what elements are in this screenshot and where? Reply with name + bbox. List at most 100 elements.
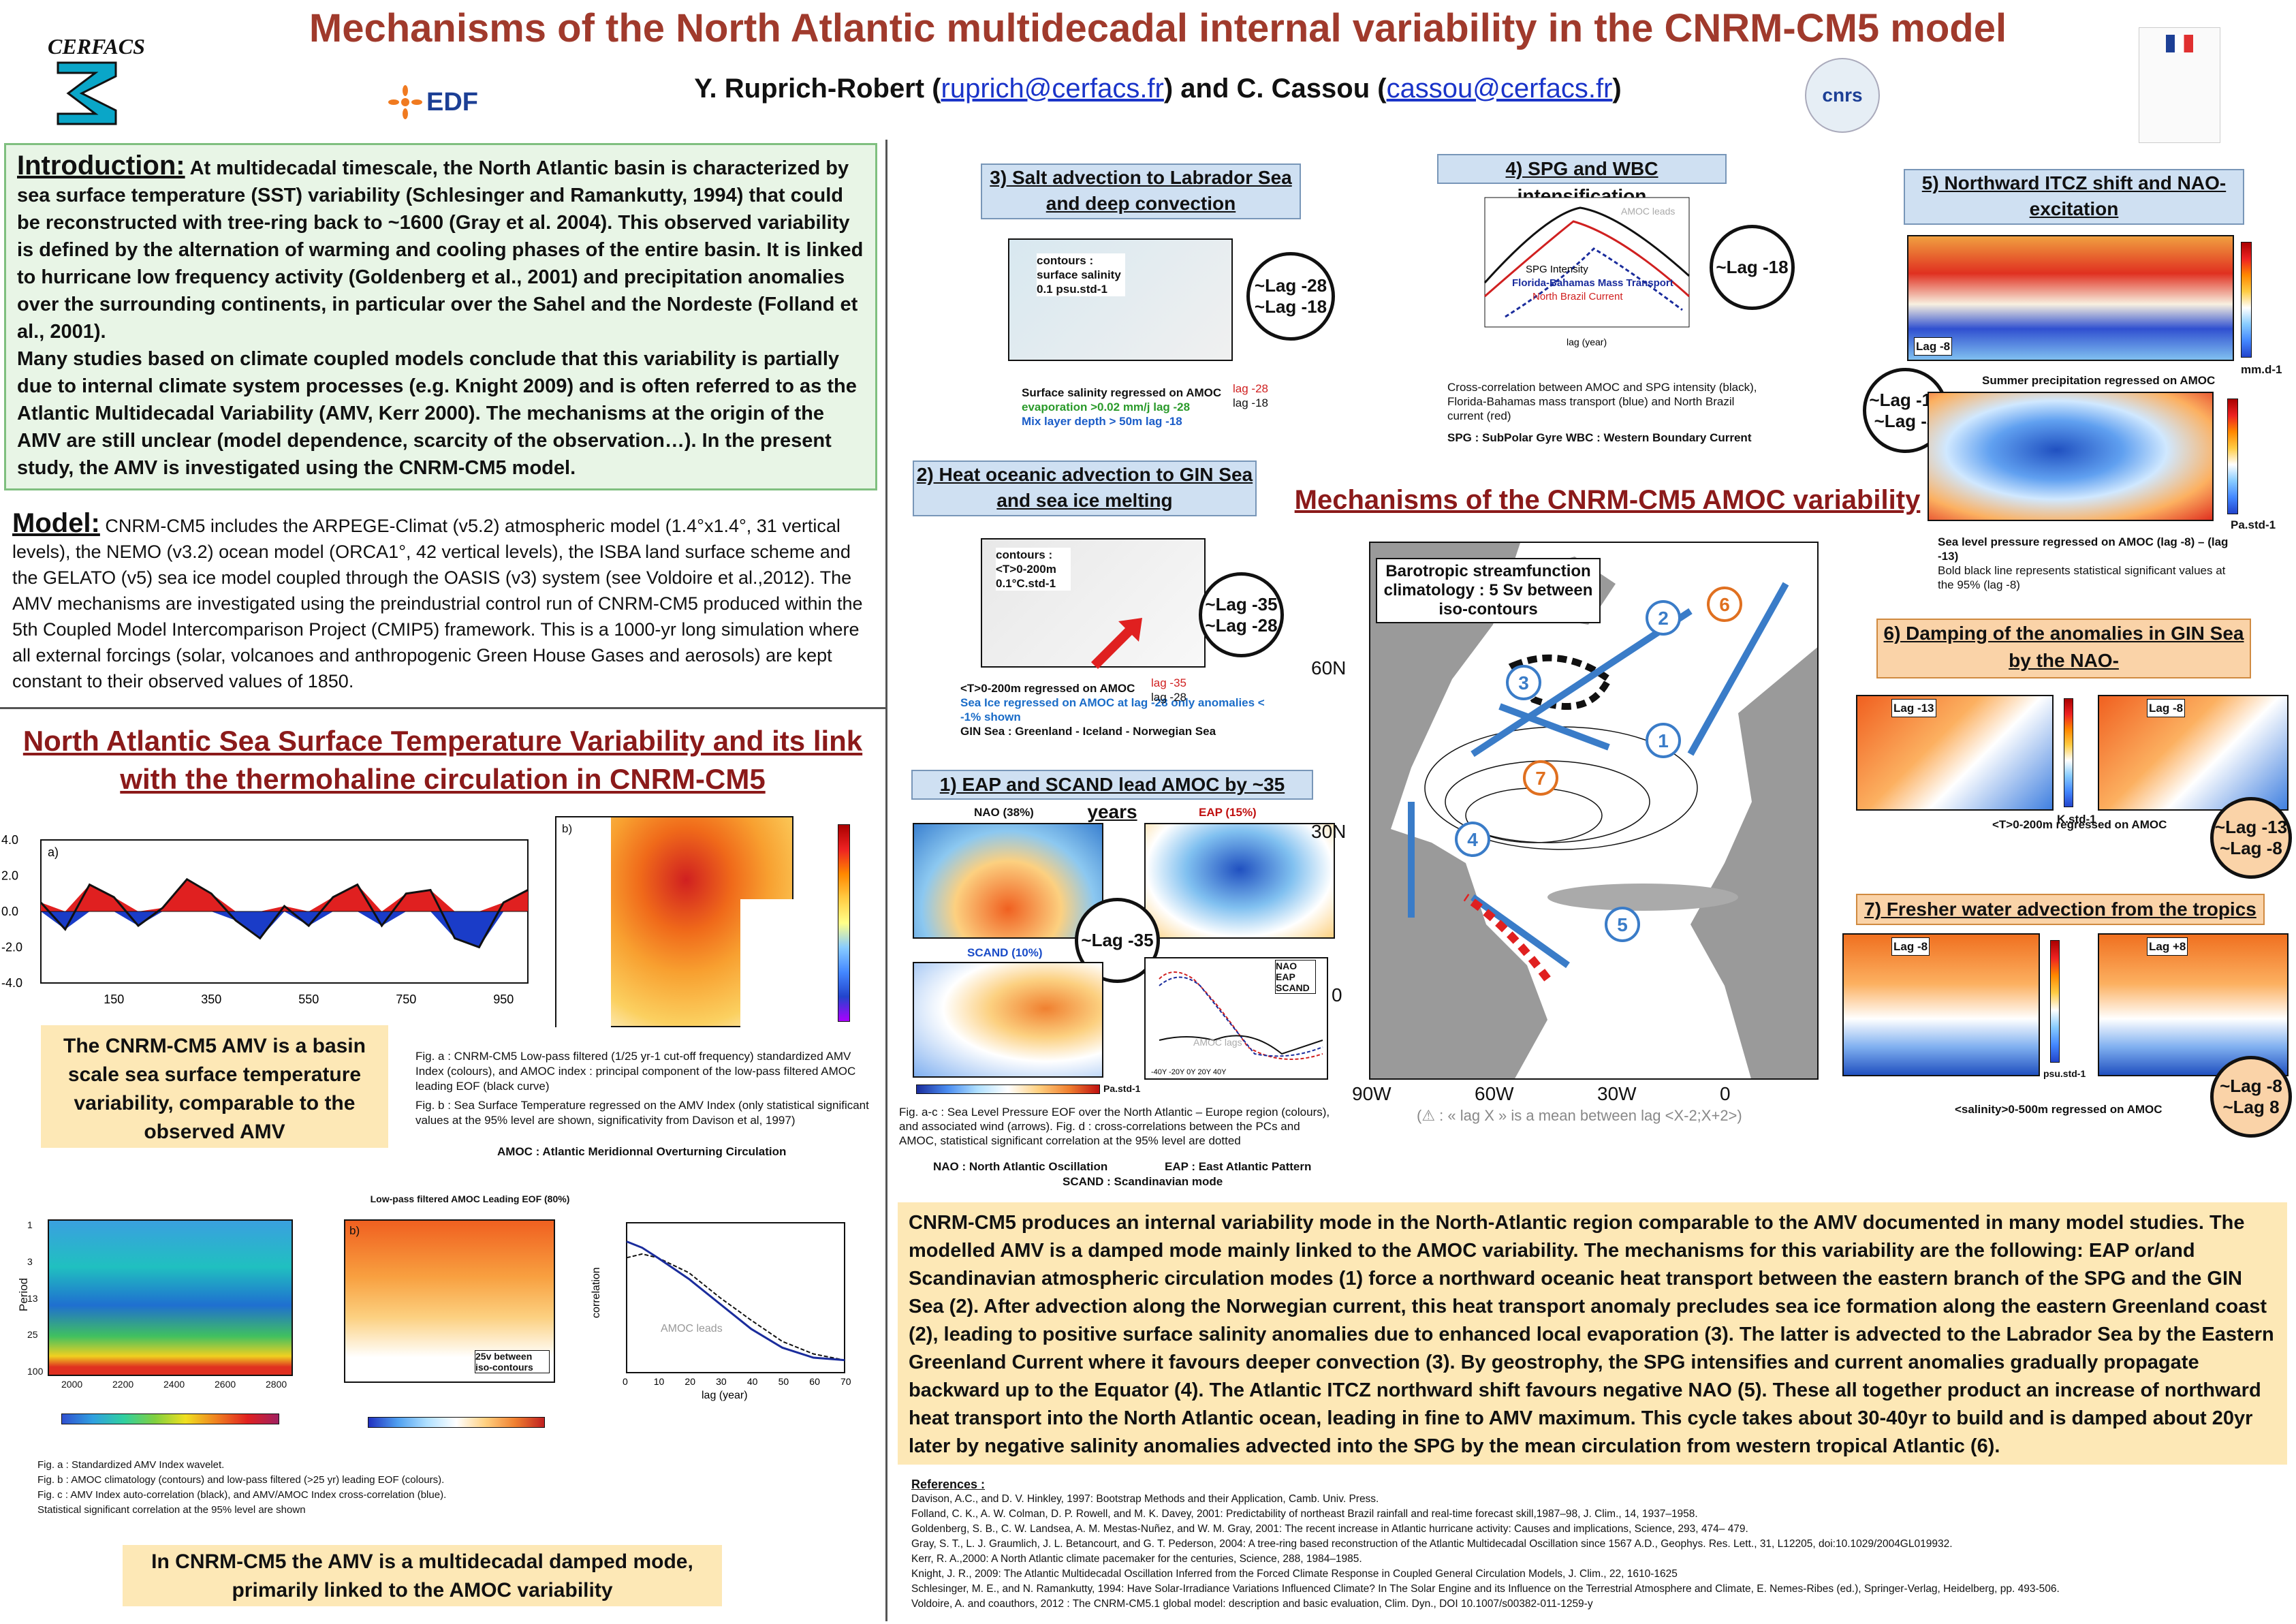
box7-unit: psu.std-1 xyxy=(2043,1068,2086,1079)
box6-colorbar xyxy=(2064,698,2073,807)
arrow-5 xyxy=(1471,894,1570,969)
box4-correlation-svg: SPG Intensity Florida-Bahamas Mass Trans… xyxy=(1483,197,1690,347)
box5-caption1: Summer precipitation regressed on AMOC xyxy=(1982,374,2216,387)
box7-caption: <salinity>0-500m regressed on AMOC xyxy=(1955,1103,2163,1116)
marker-7 xyxy=(1523,760,1558,796)
box6-unit: K.std-1 xyxy=(2057,813,2096,826)
box7-circ2: ~Lag 8 xyxy=(2222,1097,2280,1117)
authors-prefix: Y. Ruprich-Robert ( xyxy=(694,74,941,104)
box1-colorbar xyxy=(916,1084,1100,1094)
corr-xtick: 30 xyxy=(716,1376,727,1387)
reference-item: Goldenberg, S. B., C. W. Landsea, A. M. … xyxy=(911,1523,1748,1535)
box2-caption-2: Sea Ice regressed on AMOC at lag -28 onl… xyxy=(960,696,1265,723)
amv-autocorr-line xyxy=(626,1253,845,1361)
box1-title: 1) EAP and SCAND lead AMOC by ~35 years xyxy=(911,770,1313,822)
amv-damped-box: In CNRM-CM5 the AMV is a multidecadal da… xyxy=(123,1545,722,1606)
reference-item: Kerr, R. A.,2000: A North Atlantic clima… xyxy=(911,1553,1362,1565)
box6-caption: <T>0-200m regressed on AMOC xyxy=(1992,818,2167,831)
wavelet-xtick: 2200 xyxy=(112,1379,134,1390)
box3-lag1: ~Lag -28 xyxy=(1254,275,1327,296)
box3-caption-3: Mix layer depth > 50m lag -18 xyxy=(1022,415,1182,428)
box5-caption2-text: Sea level pressure regressed on AMOC (la… xyxy=(1938,535,2229,563)
box6-lag1-label: Lag -13 xyxy=(1891,699,1936,717)
arrow-2 xyxy=(1471,608,1693,758)
box1-nao-corr-line xyxy=(1159,1035,1323,1055)
map-lon-tick: 90W xyxy=(1352,1083,1391,1104)
lag-note-text: : « lag X » is a mean between lag <X-2;X… xyxy=(1439,1107,1737,1124)
box7-lag1-label: Lag -8 xyxy=(1891,937,1930,956)
cnrs-logo: cnrs xyxy=(1805,58,1880,133)
box3-salinity-map: contours : surface salinity 0.1 psu.std-… xyxy=(1008,238,1233,361)
box5-slp-colorbar xyxy=(2227,399,2238,514)
box2-title: 2) Heat oceanic advection to GIN Sea and… xyxy=(913,460,1257,516)
wavelet-ytick: 100 xyxy=(27,1366,44,1377)
box3-caption-2: evaporation >0.02 mm/j lag -28 xyxy=(1022,401,1191,413)
reference-item: Voldoire, A. and coauthors, 2012 : The C… xyxy=(911,1598,1593,1610)
box2-temperature-map: contours : <T>0-200m 0.1°C.std-1 xyxy=(981,538,1206,669)
poster-title: Mechanisms of the North Atlantic multide… xyxy=(309,6,2007,50)
spg-dashed-contour xyxy=(1508,654,1614,710)
autocorrelation-chart: 0 10 20 30 40 50 60 70 AMOC leads lag (year) co… xyxy=(586,1216,858,1407)
box6-circ2: ~Lag -8 xyxy=(2220,838,2282,858)
box3-lag2: ~Lag -18 xyxy=(1254,296,1327,317)
corr-plot-frame xyxy=(626,1222,845,1373)
box4-legend-florida: Florida-Bahamas Mass Transport xyxy=(1512,277,1673,289)
edf-flower-icon xyxy=(388,85,422,119)
marker-4-text: 4 xyxy=(1467,829,1478,850)
box2-definition: GIN Sea : Greenland - Iceland - Norwegia… xyxy=(960,725,1216,738)
sst-section-title: North Atlantic Sea Surface Temperature V… xyxy=(22,725,863,795)
wavelet-chart: Period 1 3 13 25 100 2000 2200 2400 2600 2800 xyxy=(7,1219,300,1396)
sst-panel-label: b) xyxy=(562,822,573,835)
box1-correlation-svg: AMOC lags -40Y -20Y 0Y 20Y 40Y xyxy=(1151,971,1323,1076)
wavelet-plot xyxy=(48,1219,293,1376)
box5-lag-map-label: Lag -8 xyxy=(1914,337,1953,356)
arrow-1 xyxy=(1498,703,1610,751)
box4-correlation-chart: SPG Intensity Florida-Bahamas Mass Trans… xyxy=(1464,194,1696,351)
model-heading: Model: xyxy=(12,508,100,538)
ts-ytick: 0.0 xyxy=(1,905,18,918)
sigma-icon xyxy=(57,61,117,125)
references-list: Davison, A.C., and D. V. Hinkley, 1997: … xyxy=(911,1492,2287,1612)
map-lon-tick: 60W xyxy=(1475,1083,1514,1104)
box1-colorbar-unit: Pa.std-1 xyxy=(1103,1083,1141,1094)
amoc-index-line xyxy=(40,877,529,949)
box2-heat-arrow-icon xyxy=(1091,618,1142,669)
model-panel: Model: CNRM-CM5 includes the ARPEGE-Clim… xyxy=(4,507,877,705)
fig1-caption-a: Fig. a : CNRM-CM5 Low-pass filtered (1/2… xyxy=(415,1050,856,1093)
wavelet-ytick: 3 xyxy=(27,1255,33,1267)
box1-amoc-lags: AMOC lags xyxy=(1193,1037,1242,1048)
email-link-ruprich[interactable]: ruprich@cerfacs.fr xyxy=(941,74,1164,104)
reference-item: Gray, S. T., L. J. Graumlich, J. L. Beta… xyxy=(911,1538,1953,1550)
marker-1 xyxy=(1646,723,1681,758)
amoc-definition: AMOC : Atlantic Meridionnal Overturning … xyxy=(497,1145,787,1158)
box5-caption3-text: Bold black line represents statistical s… xyxy=(1938,564,2226,591)
box1-scand-label: SCAND (10%) xyxy=(967,946,1043,959)
cnrs-logo-text: cnrs xyxy=(1822,84,1863,106)
box1-eap-corr-line xyxy=(1159,971,1323,1060)
itcz-cloud xyxy=(1547,884,1738,911)
email-link-cassou[interactable]: cassou@cerfacs.fr xyxy=(1386,74,1613,104)
wavelet-colorbar xyxy=(61,1414,279,1424)
reference-item: Knight, J. R., 2009: The Atlantic Multid… xyxy=(911,1568,1678,1580)
box2-contours-label: contours : <T>0-200m 0.1°C.std-1 xyxy=(996,548,1071,591)
box3-caption: Surface salinity regressed on AMOC evapo… xyxy=(1022,386,1308,428)
box3-contours-label: contours : surface salinity 0.1 psu.std-… xyxy=(1037,253,1125,296)
arrow-6 xyxy=(1687,582,1789,756)
box1-correlation-chart: AMOC lags -40Y -20Y 0Y 20Y 40Y NAO EAP S… xyxy=(1144,957,1328,1080)
marker-7-text: 7 xyxy=(1535,768,1546,789)
warning-icon: (⚠ xyxy=(1417,1107,1440,1124)
box6-circ1: ~Lag -13 xyxy=(2214,817,2288,837)
cerfacs-logo: CERFACS xyxy=(48,34,177,136)
box1-title-text: 1) EAP and SCAND lead AMOC by ~35 years xyxy=(939,774,1285,822)
amv-negative-fill xyxy=(41,911,528,948)
box4-title: 4) SPG and WBC intensification xyxy=(1437,154,1727,206)
central-streamfunction-map: 1 2 3 4 5 6 7 Barotropic streamfunction … xyxy=(1369,542,1819,1080)
box5-title-text: 5) Northward ITCZ shift and NAO-excitati… xyxy=(1921,172,2227,219)
box4-lag: ~Lag -18 xyxy=(1716,257,1789,277)
ts-xtick: 150 xyxy=(104,993,124,1006)
marker-3-text: 3 xyxy=(1518,672,1529,693)
wavelet-xtick: 2600 xyxy=(215,1379,236,1390)
box7-colorbar xyxy=(2050,940,2060,1063)
reference-item: Folland, C. K., A. W. Colman, D. P. Rowe… xyxy=(911,1508,1698,1520)
column-divider xyxy=(885,140,887,1621)
